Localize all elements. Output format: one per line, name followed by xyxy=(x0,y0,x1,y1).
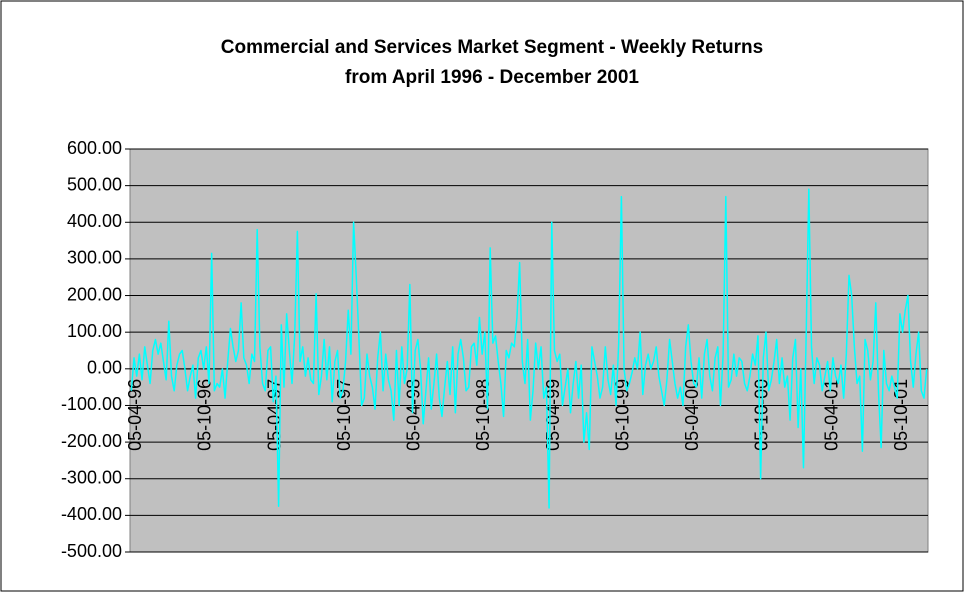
x-tick-label: 05-04-00 xyxy=(682,379,702,451)
plot-area xyxy=(129,148,929,553)
x-tick-label: 05-04-01 xyxy=(821,379,841,451)
y-tick-label: 0.00 xyxy=(87,358,122,378)
x-tick-label: 05-04-98 xyxy=(404,379,424,451)
y-tick-label: 200.00 xyxy=(67,284,122,304)
x-tick-label: 05-04-96 xyxy=(125,379,145,451)
y-tick-label: -400.00 xyxy=(61,504,122,524)
y-tick-label: 500.00 xyxy=(67,174,122,194)
y-tick-label: -100.00 xyxy=(61,394,122,414)
y-tick-label: -500.00 xyxy=(61,541,122,561)
y-tick-label: 300.00 xyxy=(67,248,122,268)
y-tick-label: 600.00 xyxy=(67,138,122,158)
chart-title: Commercial and Services Market Segment -… xyxy=(221,37,763,58)
x-tick-label: 05-10-97 xyxy=(334,379,354,451)
x-tick-label: 05-10-01 xyxy=(891,379,911,451)
data-line xyxy=(130,188,928,509)
x-tick-label: 05-10-96 xyxy=(195,379,215,451)
chart-subtitle: from April 1996 - December 2001 xyxy=(345,67,639,88)
y-tick-label: 100.00 xyxy=(67,321,122,341)
x-tick-label: 05-10-98 xyxy=(473,379,493,451)
y-tick-label: -200.00 xyxy=(61,431,122,451)
y-tick-label: 400.00 xyxy=(67,211,122,231)
y-tick-label: -300.00 xyxy=(61,467,122,487)
x-tick-label: 05-10-99 xyxy=(612,379,632,451)
